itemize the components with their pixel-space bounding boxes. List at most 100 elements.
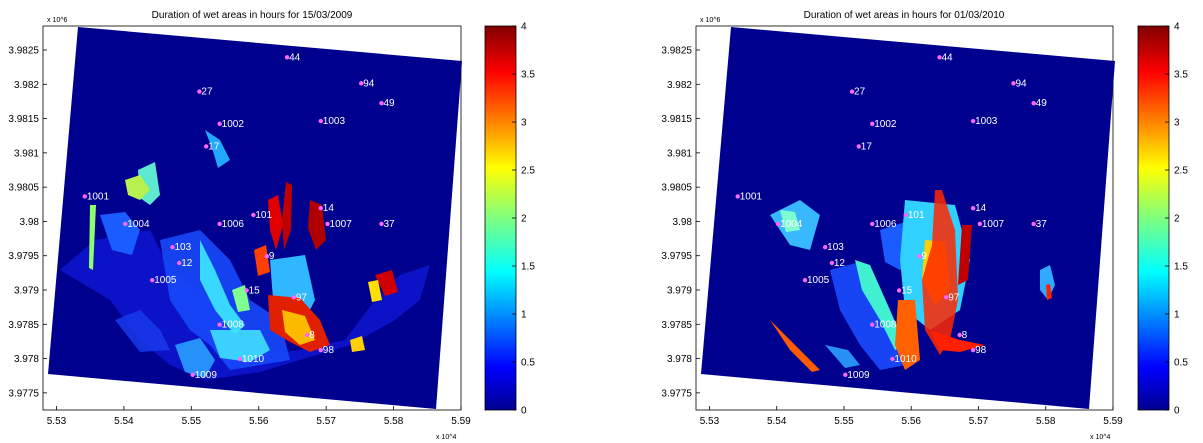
station-marker: [305, 332, 310, 338]
station-marker: [856, 144, 861, 149]
station-label: 49: [383, 98, 395, 109]
station-marker: [318, 347, 323, 353]
station-label: 37: [383, 219, 395, 230]
station-label: 98: [323, 345, 335, 356]
station-label: 14: [323, 203, 335, 214]
station-marker: [244, 288, 249, 293]
station-label: 101: [255, 210, 272, 221]
station-label: 1003: [323, 116, 346, 127]
station-label: 1005: [154, 275, 177, 286]
station-label: 94: [363, 78, 375, 89]
y-tick-label: 3.981: [14, 148, 39, 159]
x-tick-label: 5.57: [316, 416, 336, 427]
station-marker: [82, 194, 88, 199]
y-tick-label: 3.979: [14, 286, 39, 297]
station-marker: [170, 245, 175, 250]
station-label: 103: [827, 242, 844, 253]
colorbar-tick-label: 2: [521, 214, 527, 225]
station-marker: [890, 356, 895, 362]
station-label: 1001: [740, 191, 763, 202]
y-tick-label: 3.9775: [8, 388, 39, 399]
station-marker: [318, 118, 323, 124]
colorbar-tick-label: 1: [1174, 310, 1180, 321]
x-ticks-right: 5.53 5.54 5.55 5.56 5.57 5.58 5.59: [700, 406, 1123, 427]
station-label: 98: [975, 345, 987, 356]
station-marker: [957, 332, 962, 338]
panel-right: Duration of wet areas in hours for 01/03…: [661, 10, 1188, 441]
y-tick-label: 3.979: [667, 286, 692, 297]
station-marker: [379, 101, 384, 106]
station-marker: [970, 205, 976, 211]
station-marker: [735, 194, 740, 199]
y-tick-label: 3.9805: [661, 183, 692, 194]
station-label: 1005: [807, 275, 830, 286]
station-label: 1004: [780, 219, 803, 230]
y-tick-label: 3.9785: [661, 320, 692, 331]
y-tick-label: 3.9795: [8, 251, 39, 262]
y-tick-label: 3.9825: [8, 46, 39, 57]
station-marker: [870, 221, 875, 227]
station-label: 1007: [330, 219, 353, 230]
chart-title-right: Duration of wet areas in hours for 01/03…: [804, 10, 1005, 21]
station-marker: [849, 89, 855, 94]
station-label: 103: [174, 242, 191, 253]
station-label: 1010: [894, 354, 917, 365]
station-label: 12: [834, 258, 846, 269]
colorbar-tick-label: 2.5: [1174, 166, 1188, 177]
station-marker: [896, 288, 902, 293]
colorbar-tick-label: 3: [1174, 118, 1180, 129]
station-label: 27: [201, 87, 213, 98]
station-label: 12: [181, 258, 193, 269]
station-label: 1009: [195, 370, 218, 381]
station-label: 44: [941, 52, 953, 63]
station-labels-left: 44 94 27 49 1002 1003 17 1001 14 101 1004 1006 1007 3…: [82, 52, 395, 381]
station-label: 44: [289, 52, 301, 63]
colorbar-tick-label: 2: [1174, 214, 1180, 225]
y-ticks-right: 3.9825 3.982 3.9815 3.981 3.9805 3.98 3.9795 3.…: [661, 46, 700, 399]
station-marker: [802, 277, 808, 283]
station-label: 1008: [222, 320, 245, 331]
station-label: 1006: [874, 219, 897, 230]
station-marker: [903, 212, 909, 218]
chart-title-left: Duration of wet areas in hours for 15/03…: [152, 10, 353, 21]
station-label: 27: [854, 87, 866, 98]
x-tick-label: 5.58: [384, 416, 404, 427]
station-label: 1010: [242, 354, 265, 365]
station-marker: [217, 322, 222, 327]
station-marker: [284, 55, 290, 60]
station-marker: [291, 295, 297, 300]
station-label: 17: [861, 141, 873, 152]
station-label: 101: [908, 210, 925, 221]
station-marker: [822, 245, 828, 250]
station-label: 97: [948, 292, 960, 303]
station-marker: [150, 277, 155, 283]
x-ticks-left: 5.53 5.54 5.55 5.56 5.57 5.58 5.59: [47, 406, 471, 427]
colorbar-tick-label: 3: [521, 118, 527, 129]
station-marker: [237, 356, 243, 362]
y-tick-label: 3.978: [667, 354, 692, 365]
y-multiplier-right: x 10^6: [700, 17, 721, 24]
x-tick-label: 5.55: [834, 416, 854, 427]
colorbar-tick-label: 1: [521, 310, 527, 321]
station-label: 17: [208, 141, 220, 152]
x-tick-label: 5.54: [114, 416, 134, 427]
x-tick-label: 5.55: [182, 416, 202, 427]
station-marker: [251, 212, 256, 218]
station-marker: [318, 205, 323, 211]
x-multiplier-right: x 10^4: [1090, 434, 1111, 441]
x-tick-label: 5.56: [901, 416, 921, 427]
station-marker: [325, 221, 330, 227]
x-tick-label: 5.58: [1036, 416, 1056, 427]
y-tick-label: 3.98: [20, 217, 40, 228]
y-tick-label: 3.9825: [661, 46, 692, 57]
station-label: 1002: [222, 119, 245, 130]
colorbar-ticks-right: 0 0.5 1 1.5 2 2.5 3 3.5 4: [1165, 22, 1188, 417]
x-tick-label: 5.53: [700, 416, 720, 427]
y-tick-label: 3.9795: [661, 251, 692, 262]
station-label: 9: [269, 251, 275, 262]
station-label: 1007: [982, 219, 1005, 230]
station-marker: [359, 81, 364, 86]
colorbar-tick-label: 0: [1174, 406, 1180, 417]
y-tick-label: 3.981: [667, 148, 692, 159]
